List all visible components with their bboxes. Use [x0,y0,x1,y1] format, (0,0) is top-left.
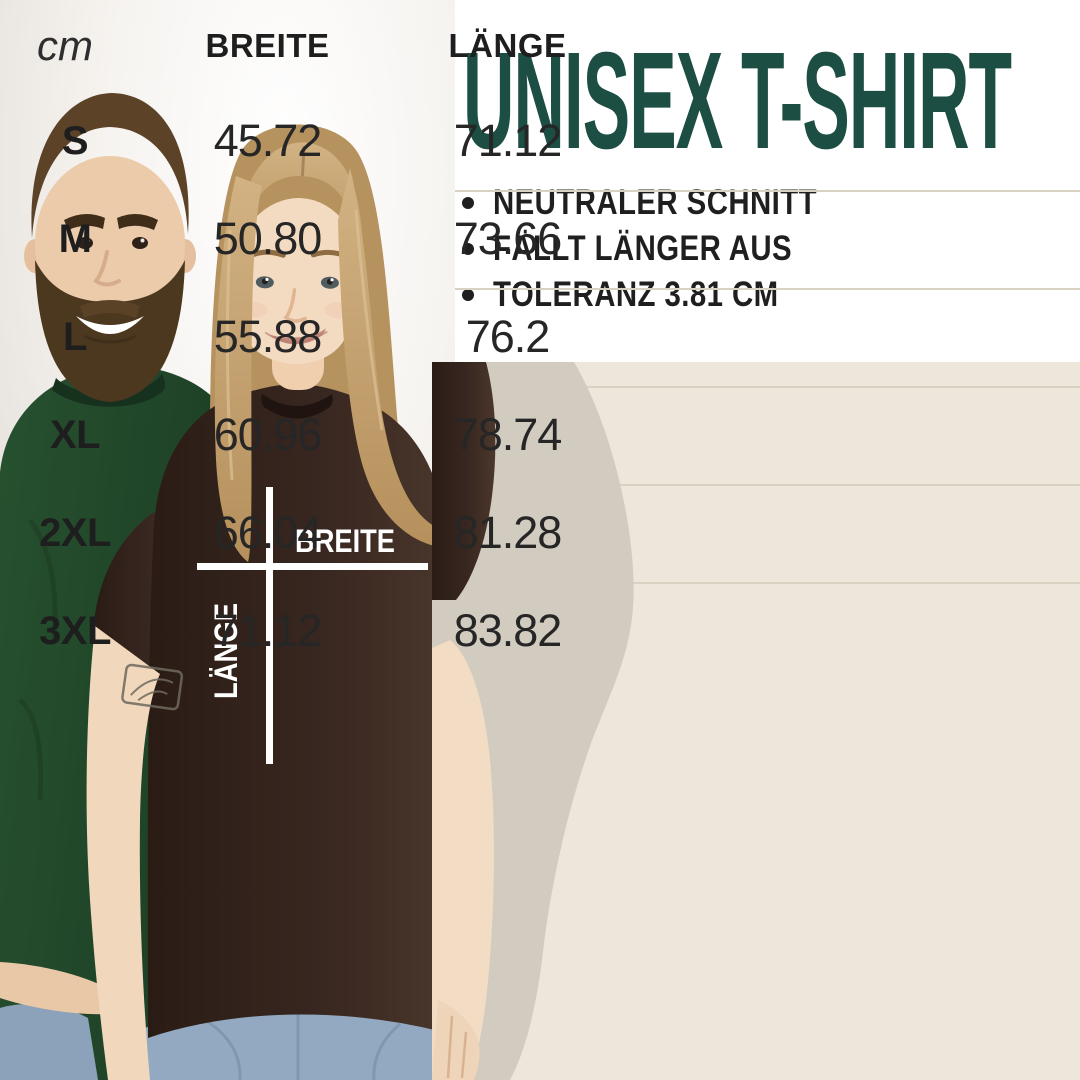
bullet-icon [462,197,474,209]
breite-value: 66.04 [213,507,323,558]
page-title: UNISEX T-SHIRT [463,38,1011,160]
bullet-icon [462,289,474,301]
column-header-breite: BREITE [205,27,330,64]
laenge-value: 76.2 [465,311,551,362]
row-divider [0,190,1080,192]
bullet-icon [462,243,474,255]
breite-value: 50.80 [213,213,323,264]
size-label: L [63,314,87,359]
bullet-label: TOLERANZ 3.81 CM [493,275,779,314]
unit-label: cm [37,22,93,69]
title-block: UNISEX T-SHIRT [463,38,1013,160]
bullet-label: NEUTRALER SCHNITT [493,183,818,222]
size-label: 3XL [39,608,111,653]
laenge-value: 83.82 [453,605,563,656]
feature-bullets: NEUTRALER SCHNITT FÄLLT LÄNGER AUS TOLER… [462,180,879,318]
laenge-value: 78.74 [453,409,563,460]
laenge-value: 73.66 [453,213,563,264]
size-label: 2XL [39,510,111,555]
laenge-value: 71.12 [453,115,563,166]
bullet-item: TOLERANZ 3.81 CM [462,272,879,318]
breite-value: 45.72 [213,115,323,166]
column-header-laenge: LÄNGE [448,27,567,64]
breite-value: 55.88 [213,311,323,362]
size-label: XL [49,412,101,457]
bullet-item: NEUTRALER SCHNITT [462,180,879,226]
breite-value: 60.96 [213,409,323,460]
size-label: S [61,118,89,163]
row-divider [0,288,1080,290]
bullet-label: FÄLLT LÄNGER AUS [493,229,793,268]
breite-value: 71.12 [213,605,323,656]
bullet-item: FÄLLT LÄNGER AUS [462,226,879,272]
laenge-value: 81.28 [453,507,563,558]
size-label: M [58,216,92,261]
